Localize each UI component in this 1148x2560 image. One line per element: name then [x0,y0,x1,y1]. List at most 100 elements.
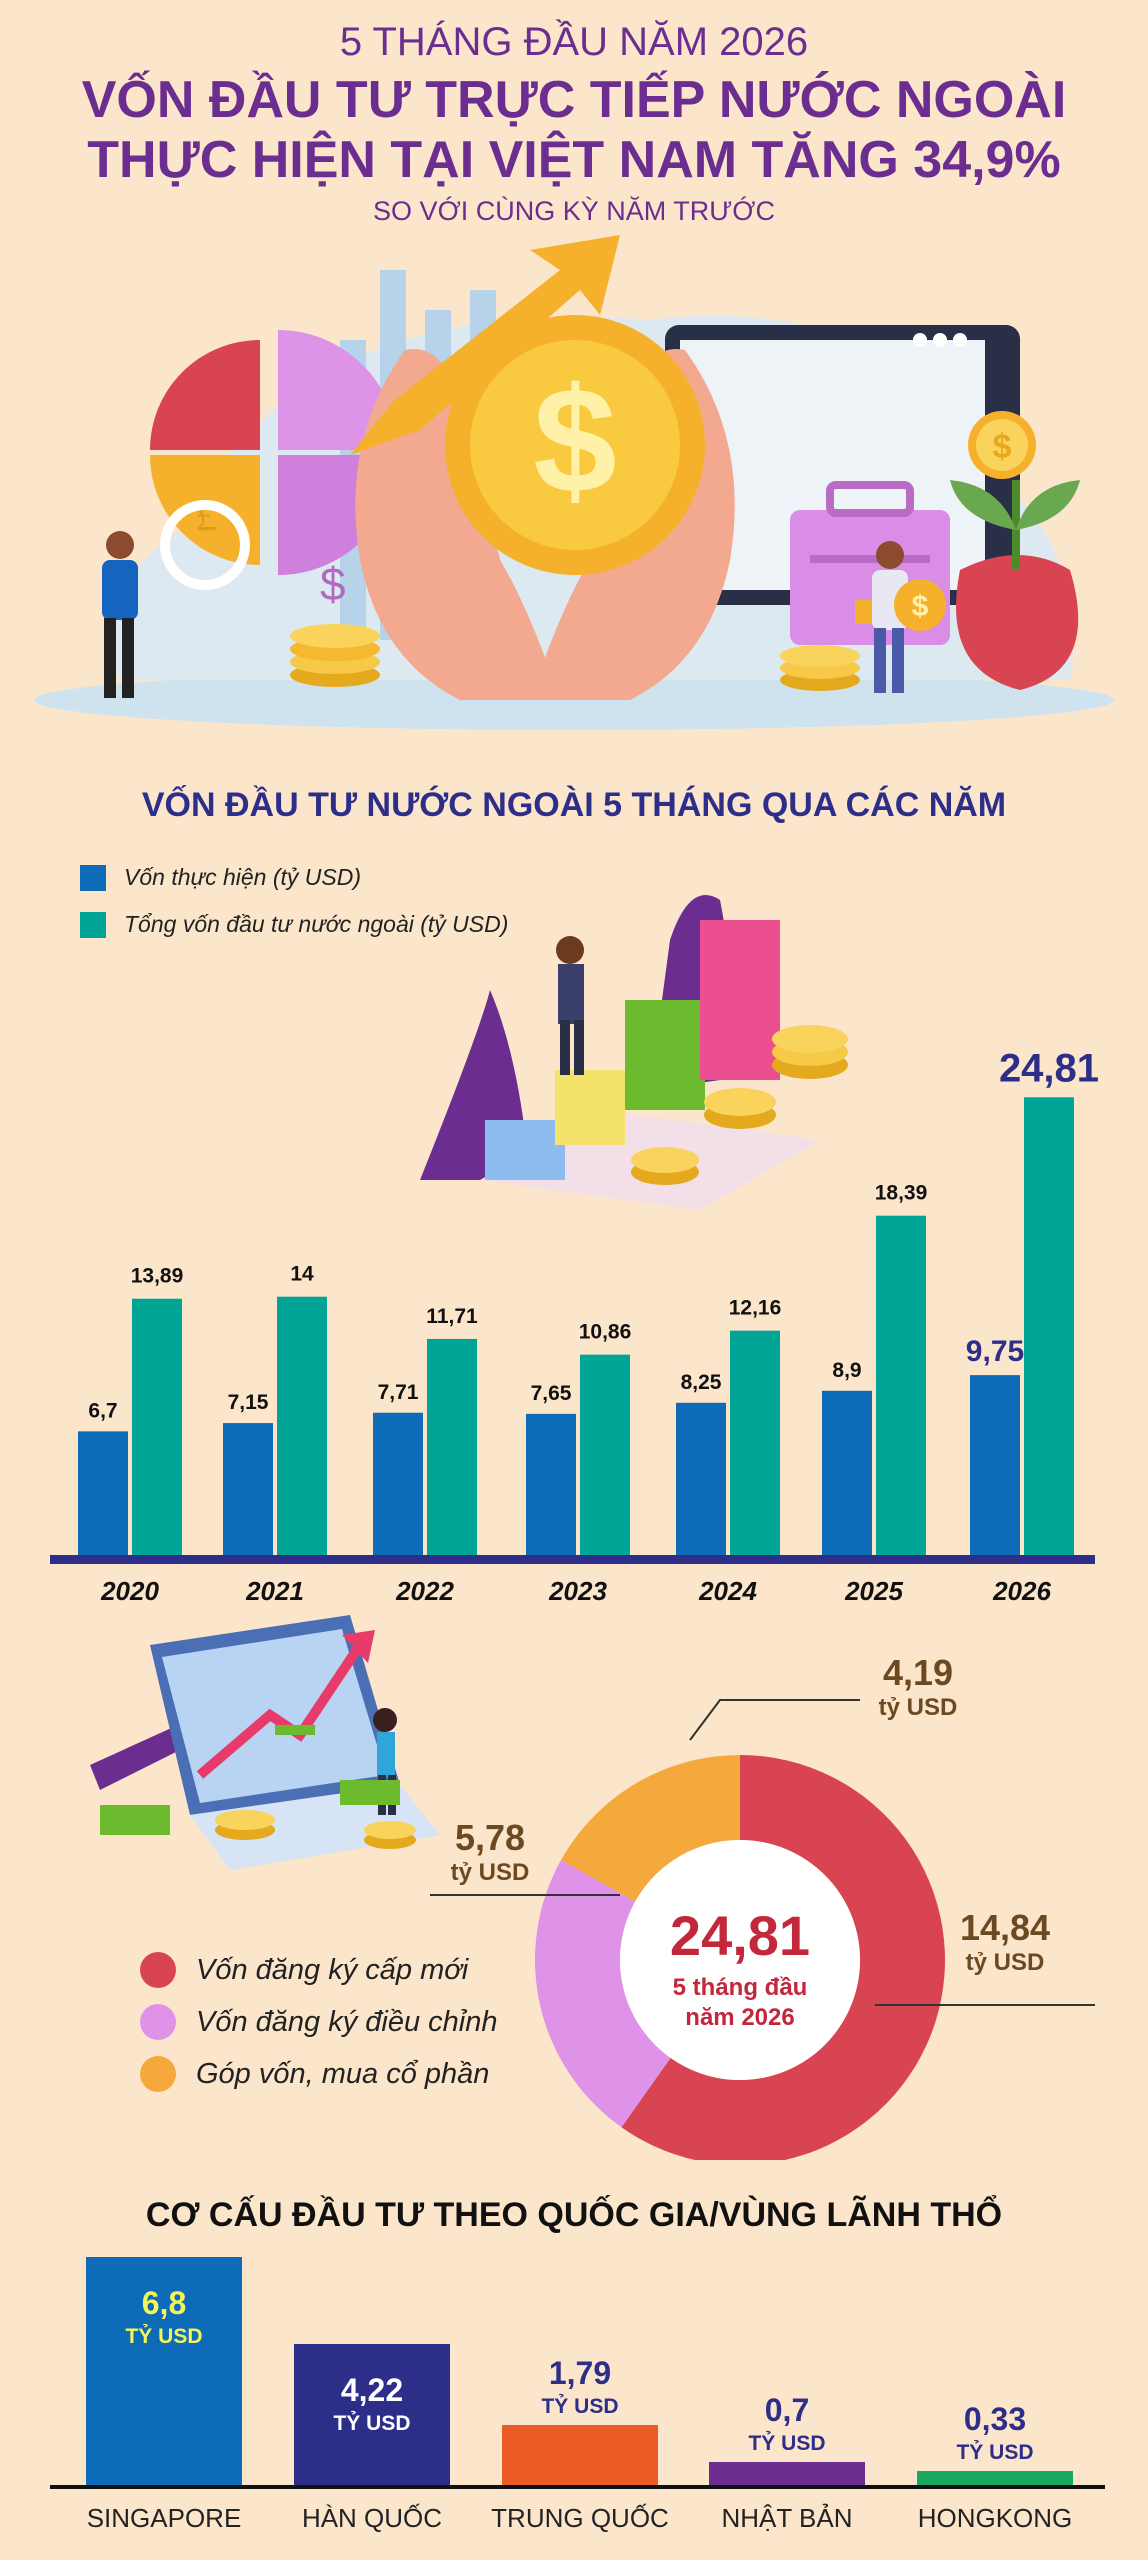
bar-realized-2026 [970,1375,1020,1555]
label-total-2025: 18,39 [875,1182,928,1205]
bar-realized-2021 [223,1423,273,1555]
svg-text:£: £ [195,491,217,540]
laptop-growth-illustration [90,1615,440,1870]
label-total-2022: 11,71 [426,1305,478,1328]
header-subtitle: 5 THÁNG ĐẦU NĂM 2026 [339,20,809,64]
label-realized-2025: 8,9 [832,1359,861,1382]
label-total-2020: 13,89 [131,1265,184,1288]
country-bar-hàn-quốc [294,2343,450,2485]
country-value-4: 0,7 [764,2391,810,2428]
label-realized-2022: 7,71 [378,1381,419,1404]
legend-dot-share [140,2056,176,2092]
tick-label-2021: 2021 [245,1576,304,1606]
country-unit-1: TỶ USD [125,2325,203,2349]
bar-total-2026 [1024,1097,1074,1555]
callout-unit-1: tỷ USD [966,1949,1045,1976]
donut-slice-2 [535,1859,671,2128]
legend-label-share: Góp vốn, mua cổ phần [196,2057,490,2090]
donut-hole [620,1840,860,2080]
country-value-5: 0,33 [963,2401,1027,2437]
bar-realized-2025 [822,1390,872,1555]
label-total-2021: 14 [290,1263,314,1286]
legend-item-realized: Vốn thực hiện (tỷ USD) [80,864,508,891]
label-total-2026: 24,81 [999,1046,1099,1090]
legend-label-total: Tổng vốn đầu tư nước ngoài (tỷ USD) [124,911,509,937]
bar-total-2021 [277,1296,327,1555]
callout-unit-2: tỷ USD [451,1859,530,1886]
country-value-1: 6,8 [141,2285,187,2322]
callout-value-3: 4,19 [883,1652,953,1693]
callout-unit-3: tỷ USD [879,1694,958,1721]
legend-item-adjust: Vốn đăng ký điều chỉnh [140,2004,498,2040]
callout-value-2: 5,78 [455,1817,525,1858]
bar-total-2024 [730,1330,780,1555]
header-note: SO VỚI CÙNG KỲ NĂM TRƯỚC [373,196,775,226]
country-unit-2: TỶ USD [333,2411,411,2435]
label-total-2023: 10,86 [579,1321,632,1344]
bar-total-2022 [427,1338,477,1555]
country-value-3: 1,79 [548,2355,612,2392]
donut-slice-1 [621,1755,945,2160]
legend-swatch-total [80,911,106,938]
country-label-3: TRUNG QUỐC [491,2503,669,2533]
country-label-2: HÀN QUỐC [301,2503,443,2533]
country-chart-title: CƠ CẤU ĐẦU TƯ THEO QUỐC GIA/VÙNG LÃNH TH… [145,2196,1003,2234]
bar-total-2025 [876,1215,926,1555]
label-realized-2023: 7,65 [531,1382,572,1405]
country-bar-nhật-bản [709,2461,865,2485]
svg-text:$: $ [533,356,616,524]
country-unit-4: TỶ USD [748,2431,826,2455]
money-bag-plant-icon: $ [950,411,1080,690]
bar-realized-2023 [526,1413,576,1555]
coin-stack-icon [290,624,380,687]
coin-stack-icon [780,645,860,691]
yearly-chart-legend: Vốn thực hiện (tỷ USD) Tổng vốn đầu tư n… [80,864,508,938]
page-title: VỐN ĐẦU TƯ TRỰC TIẾP NƯỚC NGOÀI THỰC HIỆ… [0,70,1148,190]
donut-slice-3 [561,1755,740,1902]
donut-legend: Vốn đăng ký cấp mới Vốn đăng ký điều chỉ… [140,1952,498,2092]
legend-item-new: Vốn đăng ký cấp mới [140,1952,498,1988]
tick-label-2023: 2023 [548,1576,607,1606]
country-label-1: SINGAPORE [86,2503,242,2533]
tick-label-2026: 2026 [992,1576,1051,1606]
legend-label-realized: Vốn thực hiện (tỷ USD) [124,864,361,890]
title-line-2: THỰC HIỆN TẠI VIỆT NAM TĂNG 34,9% [87,131,1061,189]
country-unit-3: TỶ USD [541,2395,619,2419]
title-line-1: VỐN ĐẦU TƯ TRỰC TIẾP NƯỚC NGOÀI [81,71,1067,129]
yearly-chart-title: VỐN ĐẦU TƯ NƯỚC NGOÀI 5 THÁNG QUA CÁC NĂ… [141,786,1007,824]
country-bar-singapore [86,2257,242,2485]
svg-text:$: $ [993,428,1012,466]
legend-dot-new [140,1952,176,1988]
bar-realized-2024 [676,1402,726,1555]
country-bar-chart: 6,8 TỶ USD SINGAPORE 4,22 TỶ USD HÀN QUỐC 1,79… [0,2240,1148,2540]
bar-total-2023 [580,1354,630,1555]
donut-center-text-1: 5 tháng đầu [673,1974,808,2001]
dollar-coin-icon: $ [445,315,705,575]
tick-label-2022: 2022 [395,1576,454,1606]
label-realized-2021: 7,15 [228,1391,269,1414]
hero-illustration: £ $ $ $ [34,235,1114,730]
country-label-4: NHẬT BẢN [721,2503,853,2533]
legend-item-share: Góp vốn, mua cổ phần [140,2056,498,2092]
callout-line-3 [689,1699,860,1741]
legend-label-adjust: Vốn đăng ký điều chỉnh [196,2005,498,2038]
country-value-2: 4,22 [340,2371,404,2408]
tick-label-2024: 2024 [698,1576,757,1606]
donut-center-text-2: năm 2026 [685,2004,794,2031]
growth-blocks-illustration [420,895,848,1210]
label-realized-2026: 9,75 [966,1335,1024,1368]
country-unit-5: TỶ USD [956,2441,1034,2464]
country-label-5: HONGKONG [917,2503,1073,2533]
x-axis-line [50,1555,1095,1564]
country-bar-trung-quốc [502,2425,658,2485]
callout-value-1: 14,84 [960,1907,1050,1948]
label-realized-2020: 6,7 [88,1399,117,1422]
svg-text:$: $ [320,558,346,610]
window-dots-icon [913,333,967,347]
tick-label-2020: 2020 [100,1576,159,1606]
legend-label-new: Vốn đăng ký cấp mới [196,1953,469,1986]
svg-text:$: $ [912,590,929,623]
label-realized-2024: 8,25 [681,1371,722,1394]
tick-label-2025: 2025 [844,1576,903,1606]
